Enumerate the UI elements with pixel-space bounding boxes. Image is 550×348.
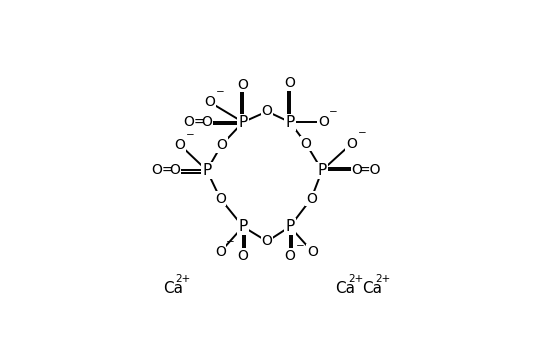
Text: O=: O= (183, 115, 206, 129)
Text: −: − (329, 107, 338, 117)
Text: O: O (307, 245, 318, 259)
Text: Ca: Ca (336, 281, 355, 296)
Text: O: O (204, 95, 215, 109)
Text: O: O (262, 104, 273, 118)
Text: O: O (174, 138, 185, 152)
Text: P: P (202, 163, 211, 178)
Text: Ca: Ca (163, 281, 183, 296)
Text: O: O (346, 136, 357, 151)
Text: O: O (201, 115, 212, 129)
Text: O: O (238, 78, 249, 92)
Text: O: O (318, 115, 329, 129)
Text: O: O (216, 138, 227, 152)
Text: 2+: 2+ (175, 274, 191, 284)
Text: O: O (238, 249, 249, 263)
Text: 2+: 2+ (375, 274, 390, 284)
Text: O: O (215, 191, 226, 206)
Text: O: O (306, 191, 317, 206)
Text: O: O (351, 163, 362, 177)
Text: −: − (358, 128, 366, 138)
Text: O=: O= (151, 163, 173, 177)
Text: O: O (169, 163, 180, 177)
Text: O: O (215, 245, 226, 259)
Text: P: P (285, 219, 295, 234)
Text: =O: =O (358, 163, 381, 177)
Text: −: − (216, 87, 224, 97)
Text: P: P (285, 114, 295, 130)
Text: O: O (300, 136, 311, 151)
Text: −: − (296, 241, 305, 251)
Text: O: O (262, 235, 273, 248)
Text: P: P (238, 114, 248, 130)
Text: P: P (238, 219, 248, 234)
Text: −: − (186, 129, 195, 140)
Text: P: P (317, 163, 327, 178)
Text: −: − (226, 237, 235, 247)
Text: O: O (284, 249, 295, 263)
Text: 2+: 2+ (348, 274, 364, 284)
Text: O: O (284, 76, 295, 90)
Text: Ca: Ca (362, 281, 382, 296)
